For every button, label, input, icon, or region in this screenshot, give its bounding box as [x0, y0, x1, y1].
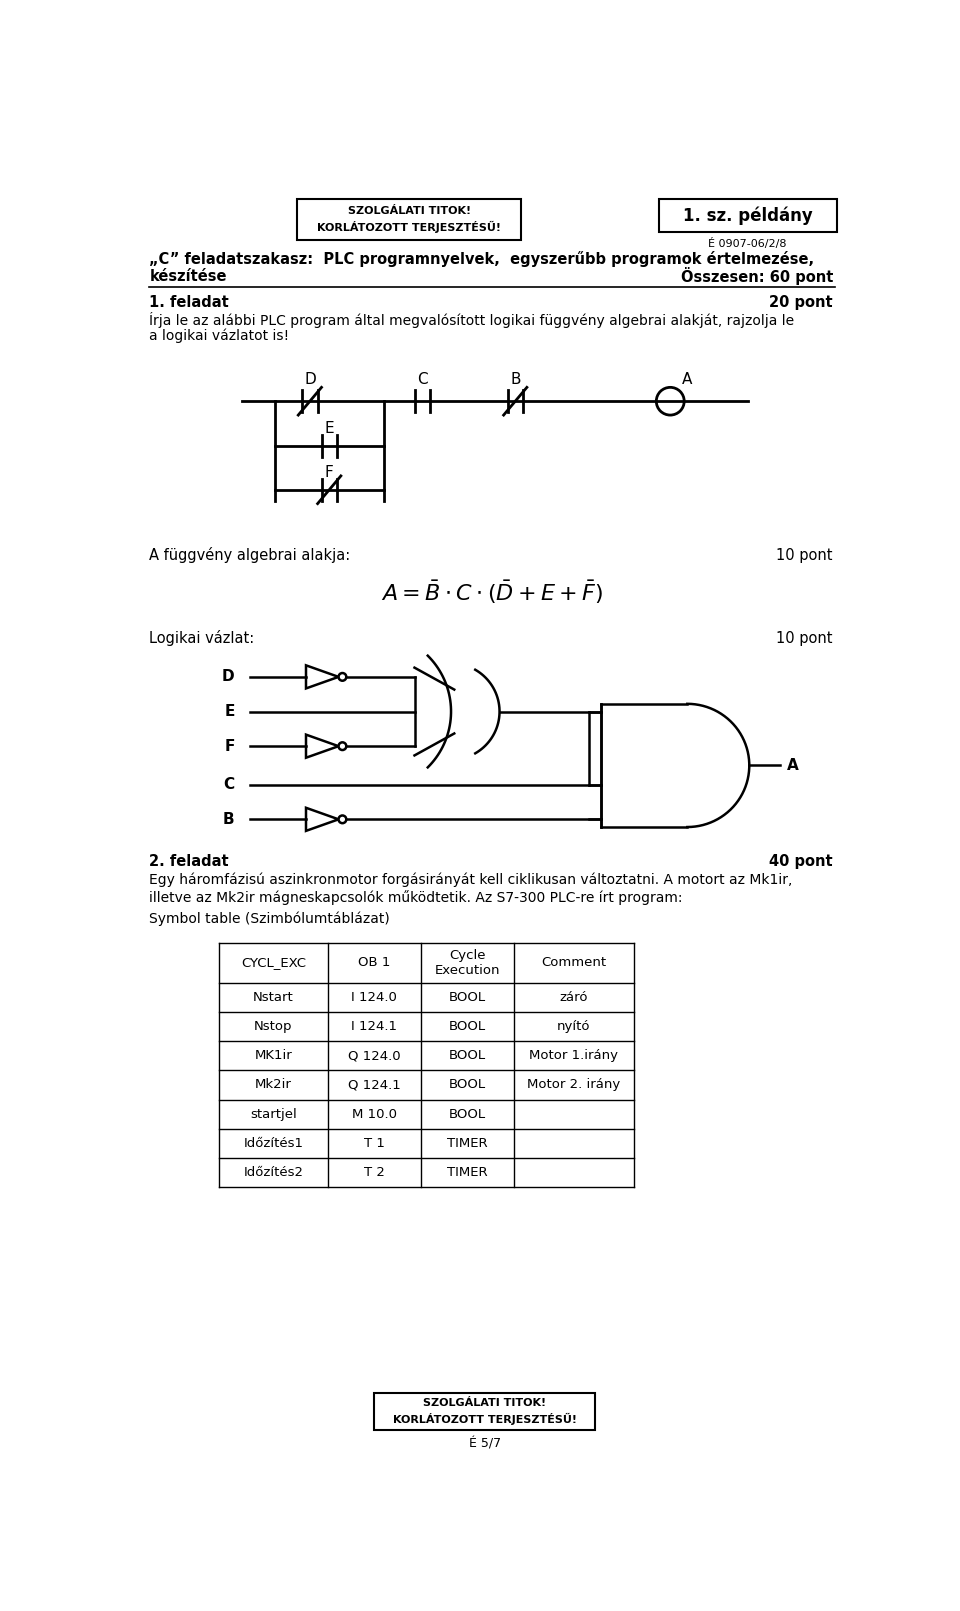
Text: SZOLGÁLATI TITOK!
KORLÁTOZOTT TERJESZTÉSŰ!: SZOLGÁLATI TITOK! KORLÁTOZOTT TERJESZTÉS…: [317, 206, 501, 232]
Text: MK1ir: MK1ir: [254, 1049, 293, 1062]
Text: T 1: T 1: [364, 1137, 385, 1150]
Text: Összesen: 60 pont: Összesen: 60 pont: [681, 267, 833, 285]
Text: Időzítés2: Időzítés2: [244, 1166, 303, 1179]
Bar: [374, 1394, 595, 1431]
Text: 10 pont: 10 pont: [777, 548, 833, 562]
Text: a logikai vázlatot is!: a logikai vázlatot is!: [150, 329, 290, 343]
Text: 1. sz. példány: 1. sz. példány: [683, 206, 812, 226]
Bar: [297, 200, 521, 240]
Text: illetve az Mk2ir mágneskapcsolók működtetik. Az S7-300 PLC-re írt program:: illetve az Mk2ir mágneskapcsolók működte…: [150, 889, 683, 904]
Text: Cycle
Execution: Cycle Execution: [435, 949, 500, 976]
Text: 2. feladat: 2. feladat: [150, 854, 229, 870]
Text: TIMER: TIMER: [447, 1166, 488, 1179]
Text: E: E: [324, 422, 334, 437]
Text: C: C: [417, 372, 427, 387]
Text: É 0907-06/2/8: É 0907-06/2/8: [708, 238, 787, 248]
Text: készítése: készítése: [150, 269, 227, 284]
Text: BOOL: BOOL: [448, 991, 486, 1004]
Text: A: A: [683, 372, 692, 387]
Text: É 5/7: É 5/7: [468, 1437, 501, 1450]
Text: Motor 2. irány: Motor 2. irány: [527, 1078, 620, 1092]
Text: nyító: nyító: [557, 1020, 590, 1033]
Text: Motor 1.irány: Motor 1.irány: [529, 1049, 618, 1062]
Text: Q 124.0: Q 124.0: [348, 1049, 400, 1062]
Text: Logikai vázlat:: Logikai vázlat:: [150, 630, 254, 646]
Text: B: B: [510, 372, 520, 387]
Text: Nstop: Nstop: [254, 1020, 293, 1033]
Text: 40 pont: 40 pont: [769, 854, 833, 870]
Text: $A = \bar{B} \cdot C \cdot (\bar{D} + E + \bar{F})$: $A = \bar{B} \cdot C \cdot (\bar{D} + E …: [381, 578, 603, 606]
Text: Időzítés1: Időzítés1: [244, 1137, 303, 1150]
Text: Írja le az alábbi PLC program által megvalósított logikai függvény algebrai alak: Írja le az alábbi PLC program által megv…: [150, 313, 795, 329]
Text: M 10.0: M 10.0: [351, 1108, 396, 1121]
Text: BOOL: BOOL: [448, 1020, 486, 1033]
Text: BOOL: BOOL: [448, 1078, 486, 1092]
Text: D: D: [304, 372, 316, 387]
Text: 10 pont: 10 pont: [777, 632, 833, 646]
Text: I 124.1: I 124.1: [351, 1020, 397, 1033]
Text: CYCL_EXC: CYCL_EXC: [241, 955, 306, 970]
Text: C: C: [224, 777, 234, 793]
Text: Q 124.1: Q 124.1: [348, 1078, 400, 1092]
Text: E: E: [225, 704, 234, 719]
Text: D: D: [222, 670, 234, 685]
Text: Mk2ir: Mk2ir: [255, 1078, 292, 1092]
Text: záró: záró: [560, 991, 588, 1004]
Text: F: F: [225, 739, 234, 754]
Text: BOOL: BOOL: [448, 1049, 486, 1062]
Text: B: B: [223, 812, 234, 826]
Text: F: F: [324, 466, 334, 480]
Text: TIMER: TIMER: [447, 1137, 488, 1150]
Text: T 2: T 2: [364, 1166, 385, 1179]
Text: „C” feladatszakasz:  PLC programnyelvek,  egyszerűbb programok értelmezése,: „C” feladatszakasz: PLC programnyelvek, …: [150, 251, 815, 267]
Text: Comment: Comment: [541, 955, 607, 970]
Text: 20 pont: 20 pont: [769, 295, 833, 311]
Text: Nstart: Nstart: [253, 991, 294, 1004]
Text: BOOL: BOOL: [448, 1108, 486, 1121]
Text: I 124.0: I 124.0: [351, 991, 397, 1004]
Bar: [659, 200, 837, 232]
Text: 1. feladat: 1. feladat: [150, 295, 229, 311]
Text: A: A: [786, 757, 799, 773]
Text: startjel: startjel: [250, 1108, 297, 1121]
Text: OB 1: OB 1: [358, 955, 391, 970]
Text: A függvény algebrai alakja:: A függvény algebrai alakja:: [150, 548, 350, 564]
Text: Egy háromfázisú aszinkronmotor forgásirányát kell ciklikusan változtatni. A moto: Egy háromfázisú aszinkronmotor forgásirá…: [150, 873, 793, 888]
Text: SZOLGÁLATI TITOK!
KORLÁTOZOTT TERJESZTÉSŰ!: SZOLGÁLATI TITOK! KORLÁTOZOTT TERJESZTÉS…: [393, 1398, 577, 1424]
Text: Symbol table (Szimbólumtáblázat): Symbol table (Szimbólumtáblázat): [150, 912, 390, 926]
